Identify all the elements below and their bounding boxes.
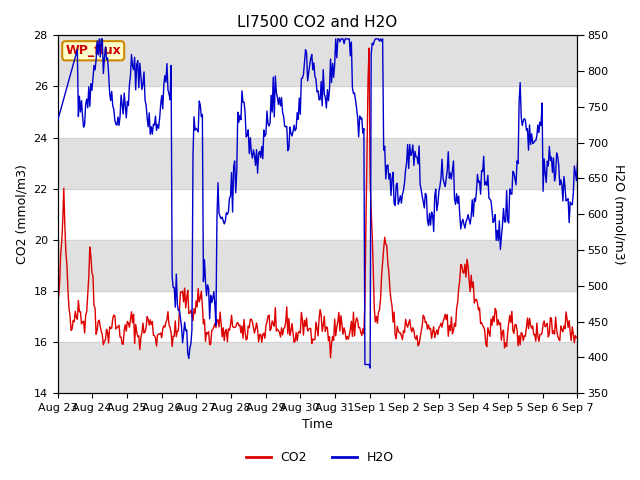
Y-axis label: CO2 (mmol/m3): CO2 (mmol/m3)	[15, 164, 28, 264]
Bar	[58, 342, 577, 393]
Legend: CO2, H2O: CO2, H2O	[241, 446, 399, 469]
Y-axis label: H2O (mmol/m3): H2O (mmol/m3)	[612, 164, 625, 264]
Bar	[58, 240, 577, 291]
Bar	[58, 36, 577, 86]
X-axis label: Time: Time	[302, 419, 333, 432]
Bar	[58, 138, 577, 189]
Text: WP_flux: WP_flux	[65, 44, 121, 57]
Title: LI7500 CO2 and H2O: LI7500 CO2 and H2O	[237, 15, 397, 30]
